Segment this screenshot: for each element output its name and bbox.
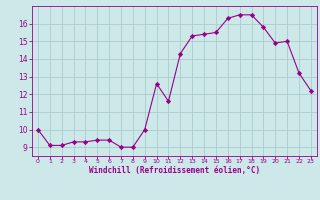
X-axis label: Windchill (Refroidissement éolien,°C): Windchill (Refroidissement éolien,°C) — [89, 166, 260, 175]
